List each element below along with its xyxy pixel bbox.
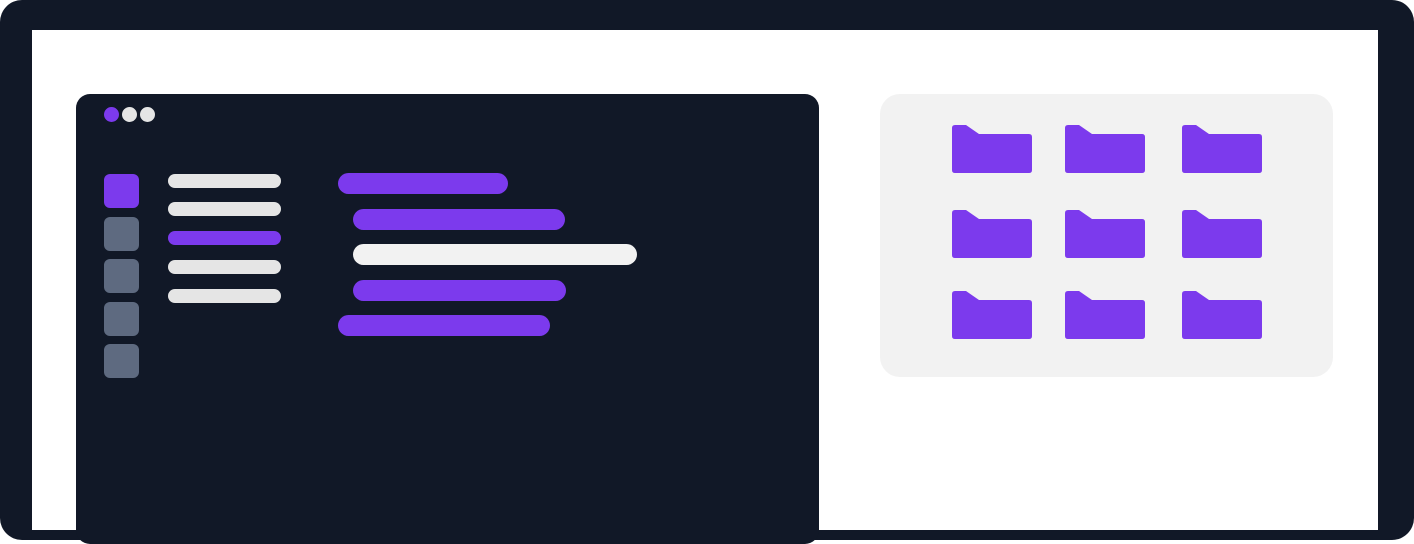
sidebar-item-icon[interactable] <box>104 217 139 251</box>
code-line <box>353 244 637 265</box>
folder-icon[interactable] <box>1065 210 1146 259</box>
sidebar-item-icon[interactable] <box>104 259 139 293</box>
file-tree-item[interactable] <box>168 289 281 303</box>
folder-icon[interactable] <box>1065 125 1146 174</box>
window-dot-icon[interactable] <box>104 107 119 122</box>
folder-icon[interactable] <box>952 291 1033 340</box>
code-line <box>353 280 566 301</box>
file-tree-item[interactable] <box>168 231 281 245</box>
window-dot-icon[interactable] <box>140 107 155 122</box>
sidebar-item-icon[interactable] <box>104 344 139 378</box>
code-line <box>338 315 550 336</box>
sidebar-item-icon[interactable] <box>104 302 139 336</box>
window-dot-icon[interactable] <box>122 107 137 122</box>
folder-icon[interactable] <box>952 125 1033 174</box>
folder-icon[interactable] <box>1182 210 1263 259</box>
file-tree-item[interactable] <box>168 174 281 188</box>
folder-icon[interactable] <box>1065 291 1146 340</box>
sidebar-item-icon[interactable] <box>104 174 139 208</box>
folder-icon[interactable] <box>1182 125 1263 174</box>
file-tree-item[interactable] <box>168 202 281 216</box>
code-line <box>353 209 565 230</box>
code-line <box>338 173 508 194</box>
folder-icon[interactable] <box>952 210 1033 259</box>
file-tree-item[interactable] <box>168 260 281 274</box>
folder-icon[interactable] <box>1182 291 1263 340</box>
